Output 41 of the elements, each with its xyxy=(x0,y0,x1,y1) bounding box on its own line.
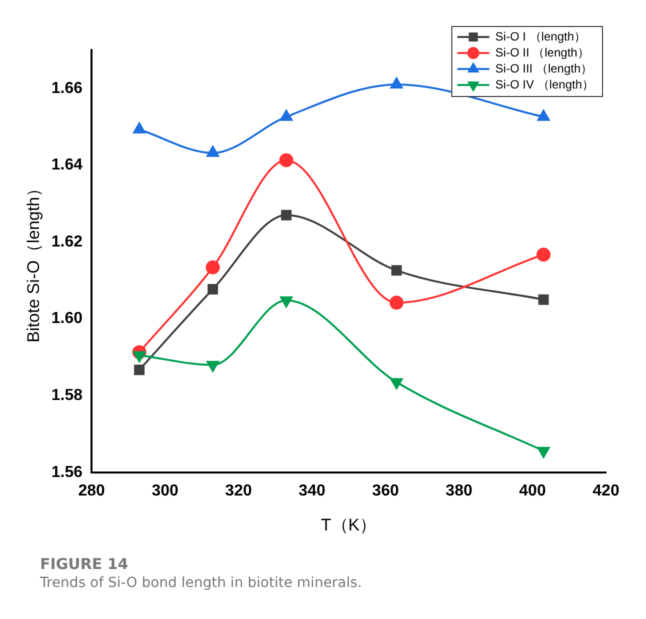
point xyxy=(279,153,294,168)
y-tick-label: 1.60 xyxy=(51,310,83,328)
point xyxy=(208,284,218,294)
point xyxy=(537,446,550,458)
y-tick-label: 1.66 xyxy=(51,80,83,97)
point xyxy=(536,248,551,262)
point xyxy=(134,364,145,376)
x-tick-label: 360 xyxy=(372,482,399,500)
x-tick-label: 320 xyxy=(225,482,252,500)
y-tick-label: 1.62 xyxy=(51,233,83,250)
y-tick-label: 1.64 xyxy=(51,156,83,174)
point xyxy=(206,260,220,274)
legend-label: Si-O II （length） xyxy=(495,45,590,60)
legend-label: Si-O III （length） xyxy=(495,61,593,76)
y-axis-title: Bitote Si-O（length） xyxy=(24,180,43,342)
point xyxy=(280,296,292,308)
point xyxy=(390,378,403,390)
legend-label: Si-O I （length） xyxy=(495,29,586,44)
x-tick-label: 340 xyxy=(298,482,326,500)
point xyxy=(133,122,146,134)
x-tick-label: 380 xyxy=(446,482,472,500)
legend-label: Si-O IV （length） xyxy=(495,77,594,92)
x-axis-title: T（K） xyxy=(320,515,377,534)
point xyxy=(537,110,550,121)
point xyxy=(281,210,292,220)
point xyxy=(280,110,292,121)
y-tick-label: 1.56 xyxy=(51,464,83,481)
point xyxy=(391,265,402,276)
point xyxy=(206,146,219,157)
point xyxy=(133,351,146,362)
x-tick-label: 280 xyxy=(78,482,105,500)
point xyxy=(206,360,219,372)
caption: FIGURE 14 xyxy=(40,555,130,573)
point xyxy=(538,294,549,305)
x-tick-label: 300 xyxy=(152,482,178,500)
y-tick-label: 1.58 xyxy=(51,387,83,404)
point xyxy=(390,78,403,89)
x-tick-label: 400 xyxy=(519,482,546,500)
x-tick-label: 420 xyxy=(592,482,620,500)
point xyxy=(390,296,404,310)
text: Trends of Si-O bond length in biotite minerals. xyxy=(40,575,362,591)
